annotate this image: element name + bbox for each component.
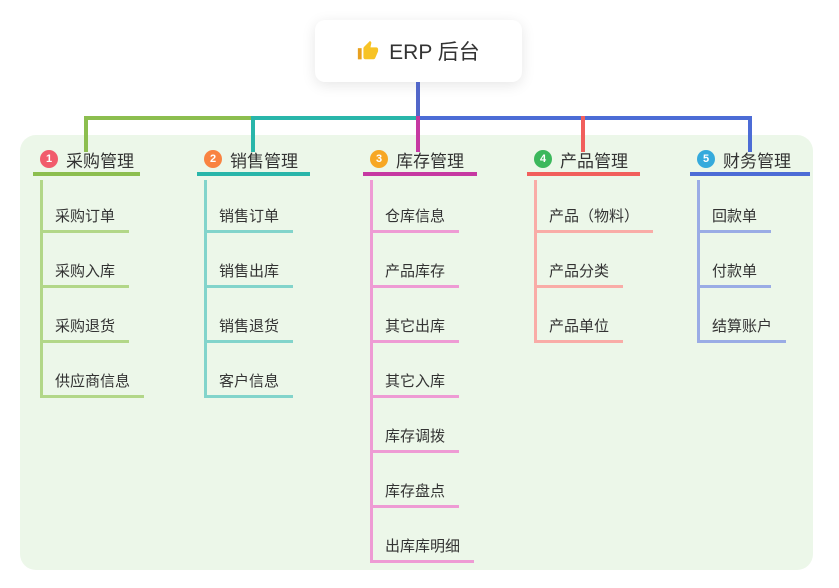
branch-1-label: 采购管理 — [66, 151, 134, 171]
child-node[interactable]: 回款单 — [697, 203, 772, 233]
branch-4-node[interactable]: 4 产品管理 — [527, 146, 640, 176]
root-node-label: ERP 后台 — [389, 41, 480, 64]
child-node[interactable]: 销售出库 — [204, 258, 294, 288]
child-node-label: 客户信息 — [219, 373, 280, 390]
thumbs-up-icon — [358, 40, 379, 60]
child-node-label: 结算账户 — [712, 318, 773, 335]
branch-4-connector-line — [581, 116, 585, 152]
mindmap-background-panel — [20, 135, 813, 570]
branch-2-node[interactable]: 2 销售管理 — [197, 146, 310, 176]
branch-1-number-badge: 1 — [40, 150, 58, 168]
child-node-label: 供应商信息 — [55, 373, 131, 390]
branch-4-number-badge: 4 — [534, 150, 552, 168]
child-node[interactable]: 供应商信息 — [40, 368, 145, 398]
child-node-label: 其它出库 — [385, 318, 446, 335]
child-node[interactable]: 产品分类 — [534, 258, 624, 288]
branch-5-node[interactable]: 5 财务管理 — [690, 146, 810, 176]
branch-3-number-badge: 3 — [370, 150, 388, 168]
child-node-label: 产品分类 — [549, 263, 610, 280]
branch-2-connector-line — [251, 116, 255, 152]
child-node-label: 回款单 — [712, 208, 758, 225]
child-node[interactable]: 采购订单 — [40, 203, 130, 233]
child-node-label: 库存调拨 — [385, 428, 446, 445]
child-node-label: 产品（物料） — [549, 208, 640, 225]
child-node[interactable]: 产品单位 — [534, 313, 624, 343]
child-node-label: 其它入库 — [385, 373, 446, 390]
child-node[interactable]: 付款单 — [697, 258, 772, 288]
child-node[interactable]: 客户信息 — [204, 368, 294, 398]
child-node[interactable]: 产品（物料） — [534, 203, 654, 233]
branch-5-connector-line — [748, 116, 752, 152]
trunk-line-segment — [251, 116, 418, 120]
child-node[interactable]: 采购退货 — [40, 313, 130, 343]
child-node-label: 产品单位 — [549, 318, 610, 335]
branch-1-connector-line — [84, 116, 88, 152]
child-node[interactable]: 库存调拨 — [370, 423, 460, 453]
child-node-label: 采购订单 — [55, 208, 116, 225]
child-node[interactable]: 销售退货 — [204, 313, 294, 343]
child-node[interactable]: 采购入库 — [40, 258, 130, 288]
branch-4-label: 产品管理 — [560, 151, 628, 171]
child-node-label: 采购入库 — [55, 263, 116, 280]
child-node-label: 仓库信息 — [385, 208, 446, 225]
child-node[interactable]: 结算账户 — [697, 313, 787, 343]
branch-5-label: 财务管理 — [723, 151, 791, 171]
branch-2-children-rail — [204, 180, 207, 398]
branch-1-children-rail — [40, 180, 43, 398]
child-node[interactable]: 其它入库 — [370, 368, 460, 398]
branch-3-connector-line — [416, 116, 420, 152]
child-node[interactable]: 出库库明细 — [370, 533, 475, 563]
child-node-label: 出库库明细 — [385, 538, 461, 555]
child-node[interactable]: 销售订单 — [204, 203, 294, 233]
child-node-label: 销售订单 — [219, 208, 280, 225]
branch-1-node[interactable]: 1 采购管理 — [33, 146, 140, 176]
child-node[interactable]: 其它出库 — [370, 313, 460, 343]
child-node-label: 库存盘点 — [385, 483, 446, 500]
child-node-label: 采购退货 — [55, 318, 116, 335]
child-node[interactable]: 库存盘点 — [370, 478, 460, 508]
child-node-label: 销售出库 — [219, 263, 280, 280]
branch-3-children-rail — [370, 180, 373, 563]
branch-3-node[interactable]: 3 库存管理 — [363, 146, 477, 176]
child-node-label: 付款单 — [712, 263, 758, 280]
trunk-line-segment — [86, 116, 253, 120]
child-node-label: 销售退货 — [219, 318, 280, 335]
branch-5-number-badge: 5 — [697, 150, 715, 168]
branch-2-number-badge: 2 — [204, 150, 222, 168]
child-node-label: 产品库存 — [385, 263, 446, 280]
root-node-erp[interactable]: ERP 后台 — [315, 20, 522, 82]
branch-5-children-rail — [697, 180, 700, 343]
branch-3-label: 库存管理 — [396, 151, 464, 171]
root-connector-line — [416, 82, 420, 116]
child-node[interactable]: 仓库信息 — [370, 203, 460, 233]
branch-2-label: 销售管理 — [230, 151, 298, 171]
child-node[interactable]: 产品库存 — [370, 258, 460, 288]
branch-4-children-rail — [534, 180, 537, 343]
